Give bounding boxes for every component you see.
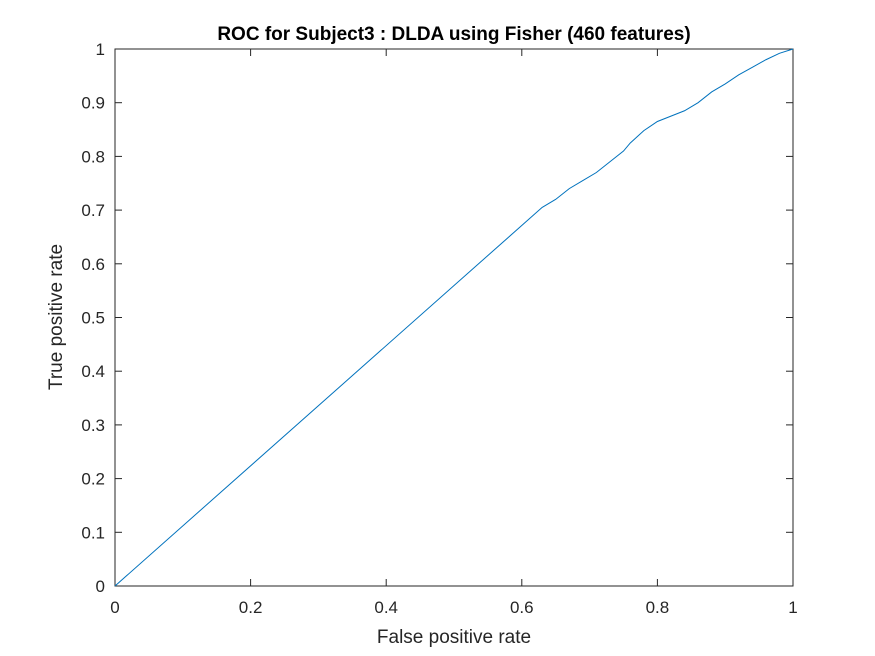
y-tick-label: 0.6	[81, 255, 105, 274]
roc-curve	[114, 48, 794, 587]
plot-area	[114, 48, 794, 587]
x-axis-label: False positive rate	[377, 627, 531, 648]
x-tick-label: 0.6	[510, 598, 534, 617]
y-tick-label: 0.5	[81, 309, 105, 328]
x-tick-label: 0.8	[646, 598, 670, 617]
y-tick-label: 1	[96, 40, 105, 59]
y-tick-label: 0.8	[81, 147, 105, 166]
x-tick-label: 1	[788, 598, 797, 617]
y-tick-label: 0.9	[81, 94, 105, 113]
y-tick-label: 0	[96, 577, 105, 596]
y-axis-label: True positive rate	[46, 244, 67, 390]
y-tick-label: 0.7	[81, 201, 105, 220]
x-tick-label: 0.4	[374, 598, 398, 617]
y-tick-label: 0.3	[81, 416, 105, 435]
chart-title: ROC for Subject3 : DLDA using Fisher (46…	[217, 24, 690, 45]
x-tick-label: 0	[110, 598, 119, 617]
y-tick-label: 0.4	[81, 362, 105, 381]
y-tick-label: 0.1	[81, 523, 105, 542]
x-tick-label: 0.2	[239, 598, 263, 617]
y-axis-ticks: 0 0.1 0.2 0.3 0.4 0.5 0.6 0.7 0.8 0.9 1	[81, 40, 793, 596]
y-tick-label: 0.2	[81, 470, 105, 489]
x-axis-ticks: 0 0.2 0.4 0.6 0.8 1	[110, 49, 798, 617]
